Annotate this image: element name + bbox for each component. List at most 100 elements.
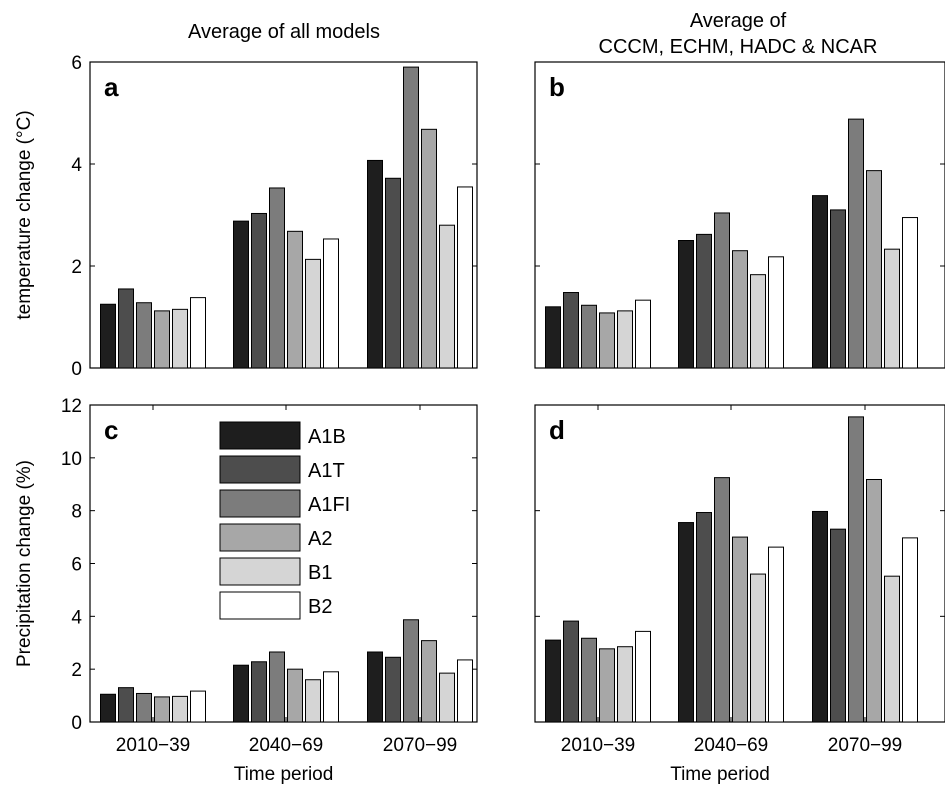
bar-A2: [154, 310, 170, 369]
bar-A2: [599, 648, 615, 723]
bar-A1B: [545, 306, 561, 369]
bar-A1FI: [403, 66, 419, 369]
panel-letter: c: [104, 415, 118, 445]
panel-b: b: [534, 61, 945, 369]
bar-A1T: [251, 661, 267, 723]
left-column-title: Average of all models: [188, 21, 380, 43]
x-tick-label: 2070−99: [828, 735, 903, 756]
bar-A1FI: [136, 692, 152, 723]
bar-A1FI: [403, 619, 419, 723]
bar-A1FI: [581, 304, 597, 369]
bar-B1: [884, 248, 900, 369]
bar-B2: [635, 299, 651, 369]
bar-A1T: [118, 687, 134, 723]
bar-A1FI: [714, 212, 730, 369]
bar-A1B: [812, 510, 828, 723]
bar-A1T: [385, 656, 401, 723]
bar-A2: [866, 478, 882, 723]
bar-B2: [902, 217, 918, 369]
x-axis-label: Time period: [234, 764, 334, 785]
bar-B2: [457, 186, 473, 369]
bar-B2: [323, 238, 339, 369]
legend-swatch-A1FI: [219, 489, 301, 518]
bar-B2: [457, 659, 473, 723]
y-tick-label: 10: [61, 449, 82, 470]
bar-A1B: [678, 240, 694, 369]
legend-label: B1: [308, 562, 332, 584]
x-tick-label: 2070−99: [383, 735, 458, 756]
y-tick-label: 12: [61, 396, 82, 417]
bar-A1B: [100, 303, 116, 369]
bar-A1T: [251, 212, 267, 369]
bar-A1T: [696, 512, 712, 723]
panel-d: 2010−39 2040−69 2070−99 Time period d: [534, 404, 945, 785]
legend-label: A1B: [308, 426, 346, 448]
bar-A1B: [233, 664, 249, 723]
bar-B2: [768, 546, 784, 723]
legend-swatch-A1T: [219, 455, 301, 484]
legend-swatch-B1: [219, 557, 301, 586]
bar-B1: [617, 310, 633, 369]
bar-B2: [902, 537, 918, 723]
bar-A1T: [118, 288, 134, 369]
bar-B2: [323, 671, 339, 723]
panel-c: 0 2 4 6 8 10 12 2010−39 2040−69 2070−99 Time perio…: [14, 396, 478, 785]
y-tick-label: 2: [71, 660, 82, 681]
bar-A2: [287, 230, 303, 369]
bar-B1: [439, 672, 455, 723]
legend-label: A2: [308, 528, 332, 550]
right-column-title-line2: CCCM, ECHM, HADC & NCAR: [599, 36, 878, 58]
legend-label: B2: [308, 596, 332, 618]
bar-A1B: [812, 195, 828, 369]
bar-A1FI: [269, 187, 285, 369]
bar-A1B: [100, 693, 116, 723]
bar-A2: [287, 668, 303, 723]
right-column-title-line1: Average of: [690, 10, 787, 32]
bar-A2: [421, 640, 437, 723]
bar-B1: [305, 679, 321, 723]
bar-A1T: [696, 233, 712, 369]
x-axis-label: Time period: [670, 764, 770, 785]
bar-A1FI: [848, 416, 864, 723]
bar-A2: [421, 128, 437, 369]
y-tick-label: 4: [71, 607, 82, 628]
bar-B1: [750, 274, 766, 369]
bar-B1: [439, 224, 455, 369]
bar-A1T: [563, 620, 579, 723]
panel-a: 0 2 4 6 temperature change (°C) a: [14, 53, 478, 380]
y-axis-label: Precipitation change (%): [14, 460, 35, 667]
bar-A1T: [385, 177, 401, 369]
y-tick-label: 6: [71, 555, 82, 576]
legend-swatch-B2: [219, 591, 301, 620]
bar-B2: [635, 630, 651, 723]
bar-A2: [732, 250, 748, 369]
bar-B2: [768, 256, 784, 369]
bar-A1FI: [714, 477, 730, 723]
bar-A1FI: [848, 118, 864, 369]
bar-A1T: [830, 209, 846, 369]
y-tick-label: 4: [71, 155, 82, 176]
x-tick-label: 2010−39: [116, 735, 191, 756]
panels: 0 2 4 6 temperature change (°C) a b 0 2 4 6 8 10 12 20…: [14, 53, 945, 785]
bar-B2: [190, 297, 206, 369]
bar-A2: [154, 696, 170, 723]
y-tick-label: 6: [71, 53, 82, 74]
panel-letter: a: [104, 72, 119, 102]
bar-B1: [884, 575, 900, 723]
bar-A2: [599, 312, 615, 369]
legend-label: A1T: [308, 460, 345, 482]
bar-B1: [750, 573, 766, 723]
bar-B1: [172, 308, 188, 369]
bar-A1B: [545, 639, 561, 723]
bar-B1: [172, 695, 188, 723]
y-tick-label: 8: [71, 502, 82, 523]
bar-A2: [732, 536, 748, 723]
y-axis-label: temperature change (°C): [14, 110, 35, 319]
bar-B2: [190, 690, 206, 723]
panel-letter: b: [549, 72, 565, 102]
bar-A1FI: [269, 651, 285, 723]
x-tick-label: 2040−69: [249, 735, 324, 756]
legend-swatch-A1B: [219, 421, 301, 450]
x-tick-label: 2040−69: [694, 735, 769, 756]
y-tick-label: 2: [71, 257, 82, 278]
